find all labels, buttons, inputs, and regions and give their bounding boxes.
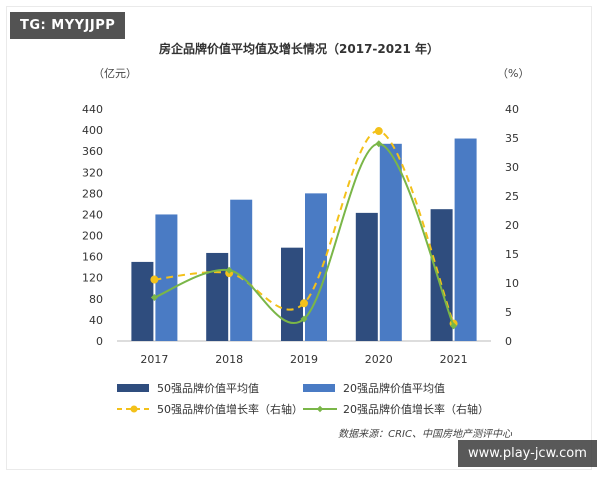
right-tick-label: 0 — [505, 335, 512, 348]
line-top50-growth — [154, 130, 455, 324]
legend-swatch — [117, 384, 149, 392]
left-tick-label: 240 — [82, 208, 103, 221]
legend-swatch — [303, 384, 335, 392]
right-tick-label: 15 — [505, 248, 519, 261]
left-tick-label: 80 — [89, 293, 103, 306]
point-top20-2019 — [300, 315, 308, 323]
category-label: 2021 — [440, 353, 468, 366]
legend-label: 20强品牌价值增长率（右轴） — [343, 402, 489, 416]
point-top50-2020 — [374, 127, 383, 136]
right-tick-label: 35 — [505, 132, 519, 145]
right-tick-label: 10 — [505, 277, 519, 290]
left-tick-label: 160 — [82, 251, 103, 264]
right-tick-label: 40 — [505, 103, 519, 116]
category-label: 2020 — [365, 353, 393, 366]
point-top20-2017 — [150, 294, 158, 301]
legend-marker — [130, 405, 138, 413]
watermark-top-left: TG: MYYJJPP — [10, 12, 126, 39]
right-tick-label: 25 — [505, 190, 519, 203]
legend-marker — [316, 405, 324, 413]
category-label: 2018 — [215, 353, 243, 366]
watermark-bottom-right: www.play-jcw.com — [458, 440, 597, 467]
bar-top20-2018 — [230, 199, 253, 341]
right-axis-unit: （%） — [497, 67, 529, 80]
left-tick-label: 40 — [89, 314, 103, 327]
bar-top50-2021 — [430, 209, 453, 341]
left-tick-label: 360 — [82, 145, 103, 158]
category-label: 2019 — [290, 353, 318, 366]
line-top20-growth — [154, 142, 455, 327]
point-top20-2018 — [225, 266, 233, 274]
point-top50-2019 — [300, 299, 308, 308]
left-tick-label: 440 — [82, 103, 103, 116]
right-tick-label: 5 — [505, 306, 512, 319]
legend-label: 50强品牌价值平均值 — [157, 381, 259, 395]
bar-top50-2020 — [355, 212, 378, 341]
bar-top50-2017 — [131, 261, 154, 341]
point-top20-2021 — [450, 322, 458, 330]
left-tick-label: 280 — [82, 187, 103, 200]
bar-top50-2018 — [206, 252, 229, 341]
bar-top20-2020 — [379, 143, 402, 341]
legend-label: 50强品牌价值增长率（右轴） — [157, 402, 303, 416]
right-tick-label: 20 — [505, 219, 519, 232]
left-tick-label: 320 — [82, 166, 103, 179]
chart-card: 房企品牌价值平均值及增长情况（2017-2021 年） （亿元） （%） 0 40 80 1… — [6, 6, 592, 470]
bar-top20-2021 — [454, 138, 477, 341]
point-top50-2017 — [150, 275, 159, 284]
bar-top20-2019 — [305, 193, 327, 341]
left-tick-label: 0 — [96, 335, 103, 348]
source-note: 数据来源：CRIC、中国房地产测评中心 — [338, 428, 513, 440]
left-axis-unit: （亿元） — [93, 67, 137, 80]
chart-svg: 房企品牌价值平均值及增长情况（2017-2021 年） （亿元） （%） 0 40 80 1… — [82, 41, 529, 440]
right-tick-label: 30 — [505, 161, 519, 174]
left-tick-label: 120 — [82, 272, 103, 285]
left-tick-label: 400 — [82, 124, 103, 137]
point-top20-2020 — [375, 140, 383, 148]
legend-label: 20强品牌价值平均值 — [343, 381, 445, 395]
category-label: 2017 — [140, 353, 168, 366]
bar-top50-2019 — [281, 247, 303, 341]
left-tick-label: 200 — [82, 230, 103, 243]
chart-title: 房企品牌价值平均值及增长情况（2017-2021 年） — [159, 41, 439, 56]
